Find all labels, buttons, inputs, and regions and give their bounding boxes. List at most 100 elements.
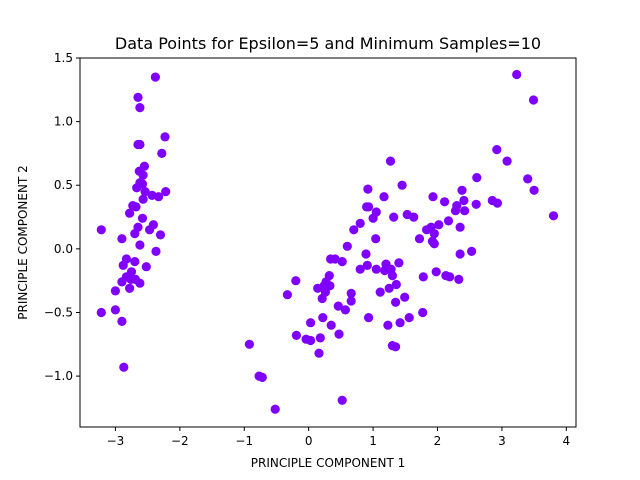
data-point: [150, 72, 160, 82]
y-tick-label: 0.5: [54, 178, 73, 192]
data-point: [362, 260, 372, 270]
data-point: [138, 194, 148, 204]
data-point: [326, 320, 336, 330]
data-point: [371, 264, 381, 274]
data-point: [117, 234, 127, 244]
data-point: [418, 307, 428, 318]
x-tick-label: 1: [369, 434, 377, 448]
data-point: [523, 174, 533, 184]
data-point: [157, 148, 167, 158]
data-point: [337, 395, 347, 405]
data-point: [502, 156, 512, 166]
data-point: [118, 260, 128, 270]
x-tick-label: −2: [171, 434, 189, 448]
data-point: [154, 192, 164, 202]
data-point: [148, 220, 158, 230]
data-point: [492, 145, 502, 155]
chart-title: Data Points for Epsilon=5 and Minimum Sa…: [115, 34, 541, 53]
y-tick-label: 1.5: [54, 51, 73, 65]
data-point: [130, 229, 140, 239]
data-point: [135, 139, 145, 150]
data-point: [340, 305, 350, 315]
data-point: [355, 218, 365, 228]
data-point: [161, 187, 171, 197]
data-point: [346, 296, 356, 306]
data-point: [364, 313, 374, 323]
data-point: [379, 192, 389, 202]
data-point: [135, 278, 145, 288]
data-point: [110, 305, 120, 315]
data-point: [131, 202, 141, 212]
data-point: [459, 195, 469, 206]
data-point: [337, 257, 347, 267]
axes-area: [80, 58, 576, 427]
data-point: [160, 132, 170, 142]
data-point: [529, 185, 539, 195]
y-tick-label: −1.0: [44, 369, 73, 383]
x-tick-label: 3: [498, 434, 506, 448]
plot-frame: [79, 57, 577, 428]
data-point: [313, 283, 323, 293]
data-point: [427, 236, 437, 246]
data-point: [291, 276, 301, 286]
data-point: [472, 173, 482, 183]
data-point: [387, 271, 397, 281]
data-point: [317, 293, 327, 304]
data-point: [391, 342, 401, 352]
data-point: [384, 283, 394, 293]
data-point: [548, 211, 559, 221]
data-point: [431, 267, 441, 277]
data-point: [137, 213, 148, 223]
data-point: [244, 339, 254, 349]
data-point: [333, 301, 343, 311]
data-point: [135, 240, 145, 250]
data-point: [110, 286, 120, 296]
data-point: [409, 212, 419, 222]
data-point: [315, 333, 325, 343]
x-tick-label: 0: [305, 434, 313, 448]
data-point: [361, 249, 371, 259]
x-axis-ticks: −3 −2 −1 0 1 2 3 4: [107, 427, 571, 448]
data-point: [132, 183, 142, 193]
data-point: [512, 69, 522, 80]
plot-background: [80, 58, 576, 427]
data-point: [346, 288, 356, 298]
data-point: [467, 246, 477, 256]
data-point: [414, 234, 425, 244]
data-point: [375, 287, 385, 297]
data-point: [117, 277, 127, 287]
data-point: [270, 404, 280, 414]
data-point: [404, 313, 414, 323]
data-point: [428, 192, 438, 202]
data-point: [391, 279, 401, 290]
data-point: [391, 297, 401, 307]
data-point: [257, 372, 267, 382]
data-point: [440, 197, 450, 207]
x-axis-label: PRINCIPLE COMPONENT 1: [251, 456, 406, 470]
y-tick-label: 0.0: [54, 242, 73, 256]
data-point: [306, 335, 316, 346]
data-point: [138, 170, 148, 180]
data-point: [349, 225, 359, 235]
data-point: [429, 229, 439, 239]
data-point: [140, 187, 150, 197]
data-point: [371, 234, 381, 244]
data-point: [362, 202, 372, 212]
y-axis-label: PRINCIPLE COMPONENT 2: [16, 165, 30, 320]
data-point: [314, 348, 324, 358]
data-point: [133, 92, 143, 102]
data-point: [96, 225, 106, 235]
data-point: [383, 320, 393, 330]
data-point: [454, 274, 464, 284]
x-tick-label: 2: [434, 434, 442, 448]
data-point: [125, 283, 135, 293]
data-point: [422, 225, 432, 235]
data-point: [291, 330, 301, 340]
data-point: [460, 206, 470, 216]
x-tick-label: 4: [563, 434, 571, 448]
data-point: [334, 329, 344, 339]
data-point: [318, 313, 328, 323]
data-point: [389, 212, 399, 222]
data-point: [368, 213, 378, 223]
